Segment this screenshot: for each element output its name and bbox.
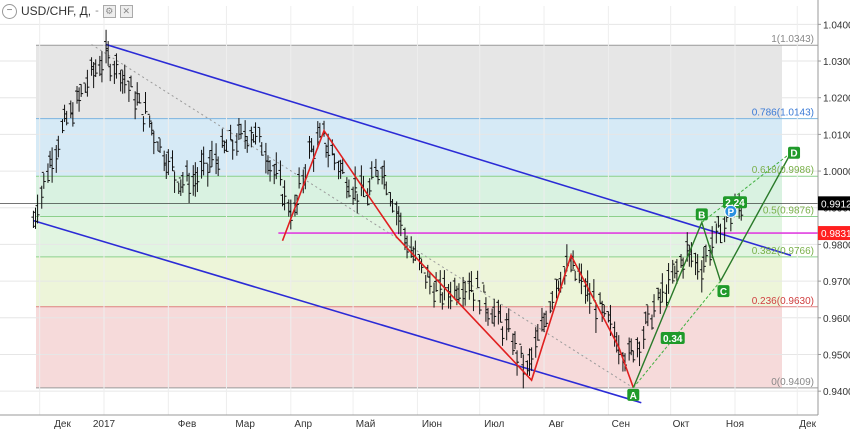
x-tick-label: Июн — [422, 419, 442, 430]
x-tick-label: Дек — [799, 419, 816, 430]
zigzag-lines — [281, 128, 635, 388]
marker-P-shape — [724, 204, 738, 218]
fib-label: 1(1.0343) — [771, 34, 814, 45]
y-axis-bg — [818, 0, 850, 430]
fib-label: 0.382(0.9766) — [752, 246, 814, 257]
fib-diagonal — [91, 44, 634, 389]
ac-line — [632, 280, 721, 389]
price-tag-label: 0.9912 — [821, 199, 850, 210]
point-B-shape — [695, 208, 708, 221]
fib-band — [36, 256, 782, 307]
y-tick-label: 1.0100 — [823, 130, 850, 141]
point-C-shape — [717, 285, 730, 298]
ratio-label-0: 0.34 — [663, 334, 683, 345]
fib-band — [36, 176, 782, 217]
point-D: D — [790, 149, 797, 160]
fib-band — [36, 306, 782, 388]
symbol-title: USD/CHF, Д, — [21, 4, 92, 18]
fib-band — [36, 45, 782, 119]
marker-P: P — [728, 207, 735, 218]
point-B: B — [698, 210, 705, 221]
price-tag-bg — [818, 226, 850, 241]
y-tick-label: 0.9400 — [823, 387, 850, 398]
x-axis-bg — [0, 415, 818, 430]
zigzag-line — [281, 128, 635, 388]
minus-circle-icon[interactable]: − — [2, 3, 17, 19]
fib-label: 0.786(1.0143) — [752, 108, 814, 119]
x-tick-label: Авг — [549, 419, 565, 430]
point-A: A — [630, 391, 637, 402]
y-tick-label: 1.0400 — [823, 20, 850, 31]
fib-band — [36, 118, 782, 177]
x-tick-label: Июл — [484, 419, 504, 430]
x-tick-label: Окт — [673, 419, 690, 430]
price-tag-bg — [818, 196, 850, 211]
x-tick-label: Сен — [612, 419, 630, 430]
ratio-label-0-shape — [660, 331, 685, 344]
fib-label: 0(0.9409) — [771, 377, 814, 388]
point-D-shape — [788, 146, 801, 159]
price-bars — [31, 29, 744, 389]
x-tick-label: Май — [356, 419, 376, 430]
x-axis: Дек 2017 Фев Мар Апр Май Июн Июл Авг Сен Окт Ноя Дек — [0, 414, 818, 430]
bd-line — [701, 152, 792, 223]
x-tick-label: Дек — [54, 419, 71, 430]
x-tick-label: Мар — [235, 419, 255, 430]
point-C: C — [720, 287, 727, 298]
x-tick-label: 2017 — [93, 419, 116, 430]
abcd-pattern: A B C D 0.34 2.24P — [627, 146, 801, 402]
price-tag-label: 0.9831 — [821, 229, 850, 240]
fib-label: 0.236(0.9630) — [752, 296, 814, 307]
close-icon[interactable]: ✕ — [119, 4, 133, 18]
channel-lower-line — [33, 219, 642, 404]
y-tick-label: 1.0300 — [823, 57, 850, 68]
x-tick-label: Ноя — [726, 419, 744, 430]
gear-icon[interactable]: ⚙ — [102, 4, 116, 18]
point-A-shape — [627, 388, 640, 401]
fib-labels: 1(1.0343) 0.786(1.0143) 0.618(0.9986) 0.5(0… — [752, 34, 814, 388]
price-tags: 0.9912 0.9831 — [818, 196, 850, 241]
ratio-label-1: 2.24 — [725, 198, 745, 209]
chart-header: − USD/CHF, Д, - ⚙ ✕ — [0, 0, 133, 22]
fib-label: 0.618(0.9986) — [752, 165, 814, 176]
x-tick-label: Апр — [294, 419, 312, 430]
channel-upper-line — [105, 43, 792, 257]
abcd-line — [632, 152, 792, 389]
grid-lines — [0, 6, 818, 415]
y-axis: 1.04001.03001.02001.01001.00000.99000.98… — [817, 0, 850, 430]
x-tick-label: Фев — [178, 419, 196, 430]
y-tick-label: 1.0200 — [823, 94, 850, 105]
overlay-lines — [0, 43, 818, 404]
interval-dash: - — [95, 5, 99, 17]
fib-label: 0.5(0.9876) — [763, 206, 814, 217]
